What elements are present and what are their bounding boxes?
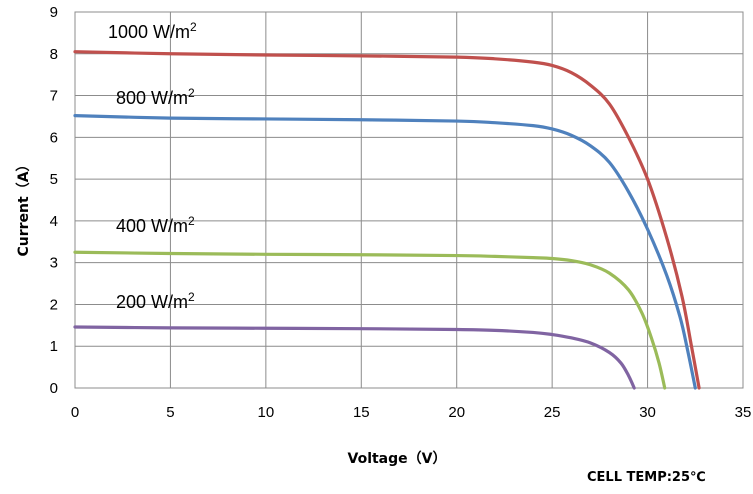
x-tick-label-3: 15 bbox=[353, 404, 370, 421]
plot-border bbox=[74, 11, 744, 389]
y-tick-label-5: 5 bbox=[50, 171, 58, 188]
plot-frame bbox=[74, 11, 744, 389]
series-label-0: 1000 W/m2 bbox=[108, 20, 197, 42]
series-lines bbox=[73, 50, 701, 390]
series-line-0 bbox=[73, 50, 701, 390]
y-tick-label-7: 7 bbox=[50, 88, 58, 105]
x-tick-label-7: 35 bbox=[735, 404, 752, 421]
y-tick-label-0: 0 bbox=[50, 380, 58, 397]
cell-temp-annotation: CELL TEMP:25℃ bbox=[587, 470, 706, 485]
y-tick-label-9: 9 bbox=[50, 4, 58, 21]
y-tick-label-8: 8 bbox=[50, 46, 58, 63]
y-tick-label-2: 2 bbox=[50, 296, 58, 313]
series-line-1 bbox=[73, 114, 697, 390]
series-label-2: 400 W/m2 bbox=[116, 214, 195, 236]
x-axis-title: Voltage（V） bbox=[348, 451, 447, 467]
x-tick-label-0: 0 bbox=[71, 404, 79, 421]
y-tick-labels: 0 1 2 3 4 5 6 7 8 9 bbox=[50, 4, 58, 397]
x-tick-label-4: 20 bbox=[448, 404, 465, 421]
x-tick-label-6: 30 bbox=[639, 404, 656, 421]
y-axis-title: Current（A） bbox=[16, 157, 32, 256]
x-tick-label-5: 25 bbox=[544, 404, 561, 421]
series-line-2 bbox=[73, 250, 667, 390]
series-line-3 bbox=[73, 325, 636, 390]
y-tick-label-3: 3 bbox=[50, 255, 58, 272]
y-tick-label-6: 6 bbox=[50, 129, 58, 146]
x-tick-label-2: 10 bbox=[258, 404, 275, 421]
gridlines bbox=[75, 12, 743, 388]
y-tick-label-4: 4 bbox=[50, 213, 58, 230]
y-tick-label-1: 1 bbox=[50, 338, 58, 355]
x-tick-labels: 0 5 10 15 20 25 30 35 bbox=[71, 404, 752, 421]
x-tick-label-1: 5 bbox=[166, 404, 174, 421]
series-label-1: 800 W/m2 bbox=[116, 86, 195, 108]
series-labels: 1000 W/m2 800 W/m2 400 W/m2 200 W/m2 bbox=[108, 20, 197, 312]
series-label-3: 200 W/m2 bbox=[116, 290, 195, 312]
